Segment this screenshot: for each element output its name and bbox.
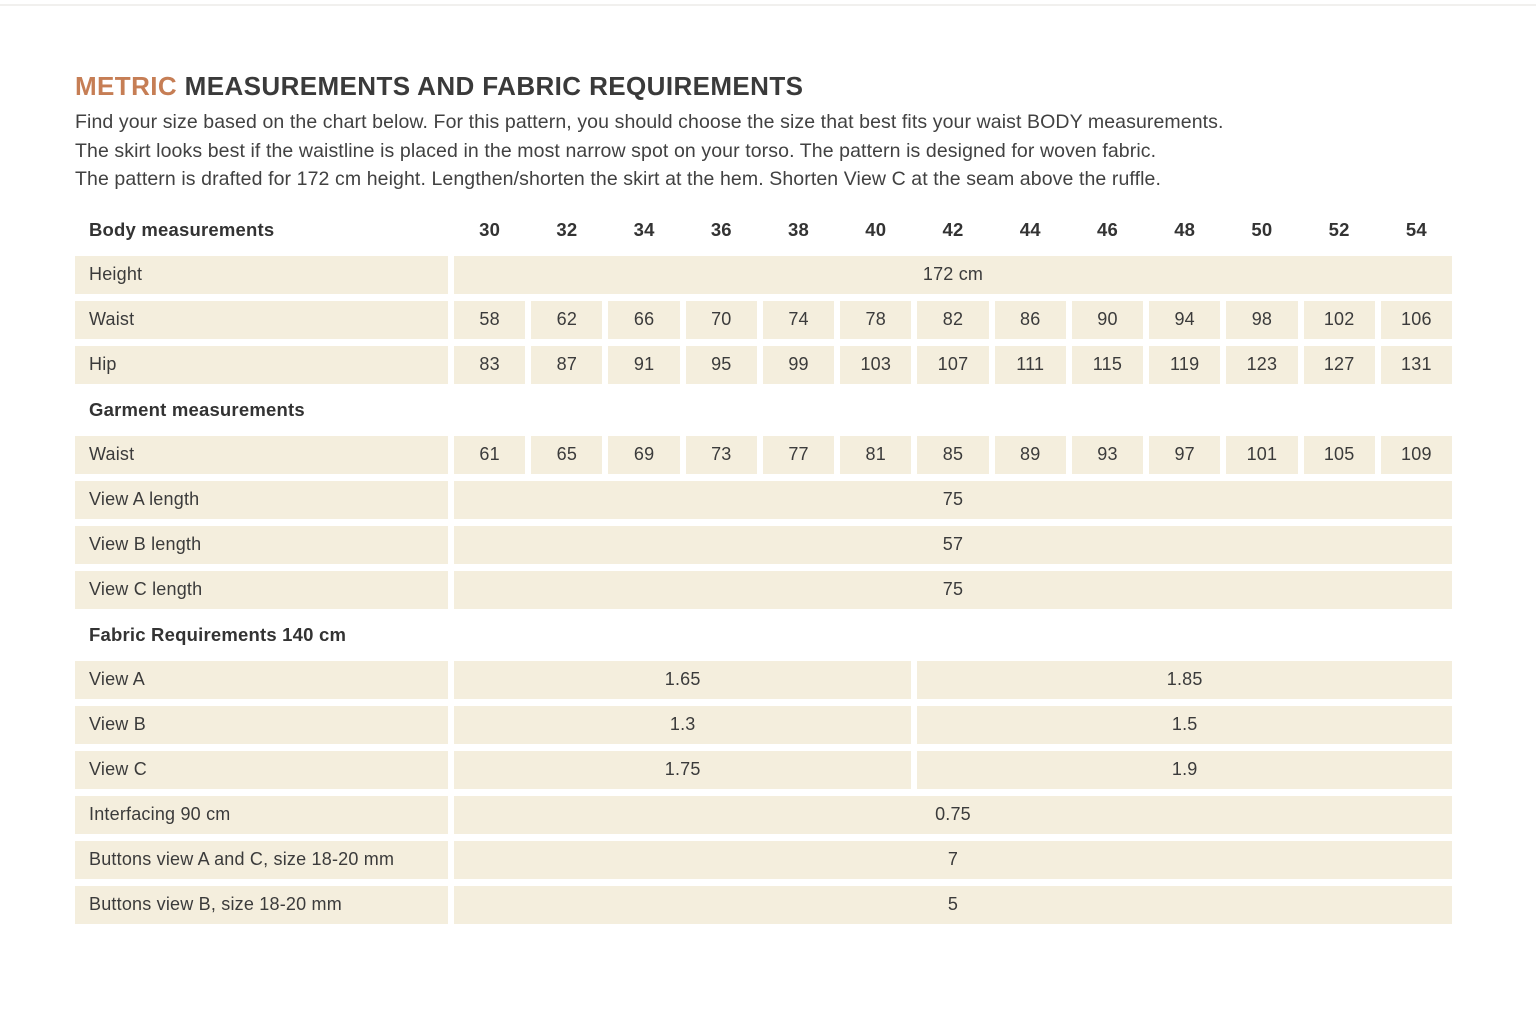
body-measurements-header: Body measurements	[75, 210, 448, 249]
body-waist-value-cell: 86	[994, 300, 1066, 339]
fabric-view-c-row-label: View C	[75, 750, 448, 789]
body-waist-value-cell: 90	[1071, 300, 1144, 339]
size-column-header: 40	[840, 210, 912, 249]
hip-value-cell: 87	[531, 345, 603, 384]
garment-waist-value-cell: 89	[994, 435, 1066, 474]
body-waist-value-cell: 102	[1303, 300, 1375, 339]
hip-value-cell: 119	[1149, 345, 1221, 384]
size-column-header: 30	[454, 210, 526, 249]
hip-value-cell: 123	[1226, 345, 1298, 384]
page-title-rest: MEASUREMENTS AND FABRIC REQUIREMENTS	[177, 71, 804, 101]
body-waist-value-cell: 74	[762, 300, 835, 339]
interfacing-value-cell: 0.75	[454, 795, 1452, 834]
size-column-header: 52	[1303, 210, 1375, 249]
body-waist-value-cell: 66	[608, 300, 680, 339]
size-column-header: 36	[685, 210, 757, 249]
garment-waist-value-cell: 81	[840, 435, 912, 474]
intro-line-3: The pattern is drafted for 172 cm height…	[75, 168, 1161, 190]
hip-value-cell: 131	[1380, 345, 1452, 384]
garment-waist-value-cell: 93	[1071, 435, 1144, 474]
garment-waist-value-cell: 77	[762, 435, 835, 474]
fabric-view-c-small-sizes-cell: 1.75	[454, 750, 912, 789]
hip-value-cell: 99	[762, 345, 835, 384]
page-title: METRIC MEASUREMENTS AND FABRIC REQUIREME…	[75, 70, 1452, 102]
garment-waist-value-cell: 73	[685, 435, 757, 474]
size-column-header: 38	[762, 210, 835, 249]
page-title-accent: METRIC	[75, 71, 178, 101]
garment-waist-value-cell: 105	[1303, 435, 1375, 474]
body-waist-value-cell: 106	[1380, 300, 1452, 339]
hip-value-cell: 95	[685, 345, 757, 384]
garment-waist-value-cell: 101	[1226, 435, 1298, 474]
view-a-length-value-cell: 75	[454, 480, 1452, 519]
garment-waist-value-cell: 61	[454, 435, 526, 474]
hip-value-cell: 127	[1303, 345, 1375, 384]
hip-value-cell: 83	[454, 345, 526, 384]
body-waist-value-cell: 58	[454, 300, 526, 339]
garment-measurements-heading: Garment measurements	[75, 390, 1452, 429]
fabric-view-a-small-sizes-cell: 1.65	[454, 660, 912, 699]
hip-value-cell: 115	[1071, 345, 1144, 384]
garment-waist-value-cell: 69	[608, 435, 680, 474]
size-column-header: 50	[1226, 210, 1298, 249]
fabric-view-a-row-label: View A	[75, 660, 448, 699]
body-waist-value-cell: 62	[531, 300, 603, 339]
interfacing-row-label: Interfacing 90 cm	[75, 795, 448, 834]
fabric-view-a-large-sizes-cell: 1.85	[917, 660, 1452, 699]
view-c-length-row-label: View C length	[75, 570, 448, 609]
body-waist-value-cell: 98	[1226, 300, 1298, 339]
buttons-view-ac-value-cell: 7	[454, 840, 1452, 879]
size-column-header: 44	[994, 210, 1066, 249]
hip-row-label: Hip	[75, 345, 448, 384]
body-waist-value-cell: 94	[1149, 300, 1221, 339]
fabric-view-b-row-label: View B	[75, 705, 448, 744]
intro-paragraph: Find your size based on the chart below.…	[75, 108, 1452, 194]
garment-waist-value-cell: 85	[917, 435, 989, 474]
pattern-size-chart-page: METRIC MEASUREMENTS AND FABRIC REQUIREME…	[75, 70, 1452, 924]
size-column-header: 48	[1149, 210, 1221, 249]
page-top-divider	[0, 4, 1536, 6]
size-column-header: 34	[608, 210, 680, 249]
hip-value-cell: 103	[840, 345, 912, 384]
view-c-length-value-cell: 75	[454, 570, 1452, 609]
hip-value-cell: 111	[994, 345, 1066, 384]
view-b-length-value-cell: 57	[454, 525, 1452, 564]
hip-value-cell: 91	[608, 345, 680, 384]
fabric-requirements-heading: Fabric Requirements 140 cm	[75, 615, 1452, 654]
view-a-length-row-label: View A length	[75, 480, 448, 519]
view-b-length-row-label: View B length	[75, 525, 448, 564]
buttons-view-b-row-label: Buttons view B, size 18-20 mm	[75, 885, 448, 924]
fabric-view-c-large-sizes-cell: 1.9	[917, 750, 1452, 789]
size-column-header: 54	[1380, 210, 1452, 249]
size-column-header: 32	[531, 210, 603, 249]
buttons-view-b-value-cell: 5	[454, 885, 1452, 924]
measurements-table: Body measurements 30 32 34 36 38 40 42 44 46 48 50…	[75, 210, 1452, 924]
body-waist-value-cell: 82	[917, 300, 989, 339]
size-column-header: 42	[917, 210, 989, 249]
garment-waist-value-cell: 109	[1380, 435, 1452, 474]
fabric-view-b-small-sizes-cell: 1.3	[454, 705, 912, 744]
size-column-header: 46	[1071, 210, 1144, 249]
fabric-view-b-large-sizes-cell: 1.5	[917, 705, 1452, 744]
height-row-label: Height	[75, 255, 448, 294]
garment-waist-value-cell: 97	[1149, 435, 1221, 474]
height-value-cell: 172 cm	[454, 255, 1452, 294]
body-waist-row-label: Waist	[75, 300, 448, 339]
intro-line-1: Find your size based on the chart below.…	[75, 111, 1224, 133]
garment-waist-row-label: Waist	[75, 435, 448, 474]
body-waist-value-cell: 70	[685, 300, 757, 339]
intro-line-2: The skirt looks best if the waistline is…	[75, 139, 1157, 162]
body-waist-value-cell: 78	[840, 300, 912, 339]
buttons-view-ac-row-label: Buttons view A and C, size 18-20 mm	[75, 840, 448, 879]
garment-waist-value-cell: 65	[531, 435, 603, 474]
hip-value-cell: 107	[917, 345, 989, 384]
